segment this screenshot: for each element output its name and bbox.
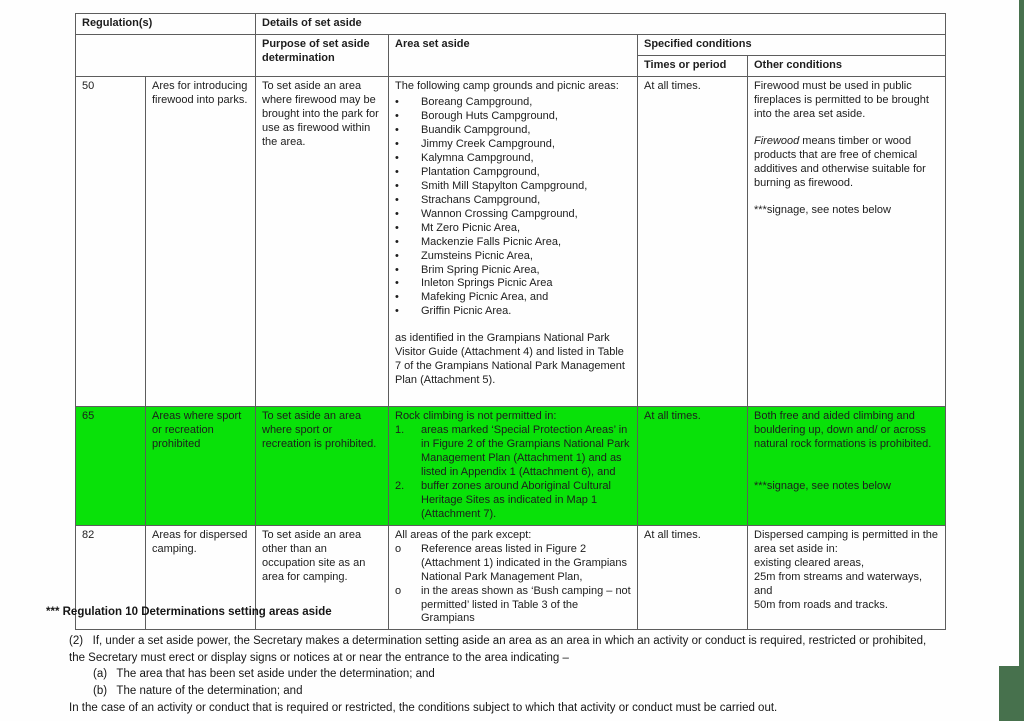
column-header-details-of-set-aside: Details of set aside xyxy=(254,13,947,35)
list-item: • Borough Huts Campground, xyxy=(395,109,558,122)
bullet-marker: • xyxy=(395,95,399,108)
area-footer: as identified in the Grampians National … xyxy=(395,332,625,387)
condition-line: Dispersed camping is permitted in the ar… xyxy=(754,528,939,555)
column-header-times-or-period: Times or period xyxy=(637,54,748,77)
area-intro: The following camp grounds and picnic ar… xyxy=(395,79,619,92)
notes-paragraph-2: (2) If, under a set aside power, the Sec… xyxy=(69,634,927,664)
bullet-marker: • xyxy=(395,137,399,150)
list-item: • Brim Spring Picnic Area, xyxy=(395,263,540,276)
area-set-aside-cell: The following camp grounds and picnic ar… xyxy=(388,75,638,407)
bullet-marker: • xyxy=(395,221,399,234)
condition-paragraph: Firewood means timber or wood products t… xyxy=(754,134,926,189)
header-row-1: Regulation(s) Details of set aside xyxy=(75,13,947,35)
list-item: • Mackenzie Falls Picnic Area, xyxy=(395,235,561,248)
regulation-description: Ares for introducing firewood into parks… xyxy=(145,75,256,407)
condition-line: existing cleared areas, xyxy=(754,556,865,569)
regulation-number: 65 xyxy=(75,405,146,526)
list-item: • Plantation Campground, xyxy=(395,165,540,178)
condition-paragraph: Both free and aided climbing and boulder… xyxy=(754,409,932,450)
column-header-specified-conditions: Specified conditions xyxy=(636,33,947,56)
scan-corner-block xyxy=(999,666,1024,721)
other-conditions-cell: Dispersed camping is permitted in the ar… xyxy=(746,524,947,631)
bullet-marker: • xyxy=(395,263,399,276)
list-item: • Mt Zero Picnic Area, xyxy=(395,221,521,234)
set-aside-determinations-table: Regulation(s) Details of set aside Purpo… xyxy=(75,13,947,631)
other-conditions-cell: Both free and aided climbing and boulder… xyxy=(746,405,947,526)
signage-note: ***signage, see notes below xyxy=(754,479,891,492)
bullet-marker: • xyxy=(395,165,399,178)
regulation-row-82: 82 Areas for dispersed camping. To set a… xyxy=(75,524,947,631)
header-spacer-cell xyxy=(75,33,256,77)
list-item: • Mafeking Picnic Area, and xyxy=(395,291,549,304)
bullet-marker: • xyxy=(395,179,399,192)
regulation-number: 82 xyxy=(75,524,146,631)
bullet-marker: • xyxy=(395,123,399,136)
bullet-marker: • xyxy=(395,277,399,290)
bullet-marker: • xyxy=(395,109,399,122)
scan-edge-strip xyxy=(1019,0,1024,721)
list-item: 2. buffer zones around Aboriginal Cultura… xyxy=(395,479,611,520)
notes-item-b: (b) The nature of the determination; and xyxy=(93,685,303,698)
list-item: • Inleton Springs Picnic Area xyxy=(395,277,553,290)
condition-line: 25m from streams and waterways, and xyxy=(754,570,923,597)
regulation-row-50: 50 Ares for introducing firewood into pa… xyxy=(75,75,947,407)
number-marker: 1. xyxy=(395,423,405,436)
list-item: • Strachans Campground, xyxy=(395,193,541,206)
condition-line: 50m from roads and tracks. xyxy=(754,598,888,611)
list-item: o in the areas shown as ‘Bush camping – n… xyxy=(395,584,631,625)
list-item: o Reference areas listed in Figure 2 (Att… xyxy=(395,542,628,583)
bullet-marker: • xyxy=(395,207,399,220)
signage-note: ***signage, see notes below xyxy=(754,203,891,216)
times-or-period-cell: At all times. xyxy=(637,524,748,631)
area-intro: Rock climbing is not permitted in: xyxy=(395,409,557,422)
regulation-row-65-highlighted: 65 Areas where sport or recreation prohi… xyxy=(75,405,947,526)
list-item: • Boreang Campground, xyxy=(395,95,533,108)
area-set-aside-cell: All areas of the park except: o Reference… xyxy=(388,524,638,631)
condition-paragraph: Firewood must be used in public fireplac… xyxy=(754,79,929,120)
purpose-cell: To set aside an area where firewood may … xyxy=(255,75,389,407)
column-header-purpose: Purpose of set aside determination xyxy=(255,33,389,77)
other-conditions-cell: Firewood must be used in public fireplac… xyxy=(746,75,947,407)
area-set-aside-cell: Rock climbing is not permitted in: 1. are… xyxy=(388,405,638,526)
bullet-marker: • xyxy=(395,291,399,304)
bullet-marker: • xyxy=(395,235,399,248)
header-row-2: Purpose of set aside determination Area … xyxy=(75,33,947,77)
purpose-cell: To set aside an area other than an occup… xyxy=(255,524,389,631)
times-or-period-cell: At all times. xyxy=(637,405,748,526)
area-intro: All areas of the park except: xyxy=(395,528,532,541)
circle-marker: o xyxy=(395,542,402,555)
bullet-marker: • xyxy=(395,193,399,206)
list-item: 1. areas marked ‘Special Protection Areas… xyxy=(395,423,630,478)
list-item: • Buandik Campground, xyxy=(395,123,531,136)
bullet-marker: • xyxy=(395,249,399,262)
purpose-cell: To set aside an area where sport or recr… xyxy=(255,405,389,526)
list-item: • Griffin Picnic Area. xyxy=(395,305,512,318)
bullet-marker: • xyxy=(395,305,399,318)
bullet-marker: • xyxy=(395,151,399,164)
notes-item-a: (a) The area that has been set aside und… xyxy=(93,668,435,681)
notes-closing: In the case of an activity or conduct th… xyxy=(69,701,778,714)
column-header-area-set-aside: Area set aside xyxy=(388,33,638,77)
list-item: • Zumsteins Picnic Area, xyxy=(395,249,533,262)
column-header-other-conditions: Other conditions xyxy=(746,54,947,77)
circle-marker: o xyxy=(395,584,402,597)
regulation-description: Areas where sport or recreation prohibit… xyxy=(145,405,256,526)
times-or-period-cell: At all times. xyxy=(637,75,748,407)
list-item: • Kalymna Campground, xyxy=(395,151,534,164)
regulation-number: 50 xyxy=(75,75,146,407)
list-item: • Smith Mill Stapylton Campground, xyxy=(395,179,588,192)
notes-heading: *** Regulation 10 Determinations setting… xyxy=(46,606,332,618)
regulation-description: Areas for dispersed camping. xyxy=(145,524,256,631)
number-marker: 2. xyxy=(395,479,405,492)
regulation-10-notes: *** Regulation 10 Determinations setting… xyxy=(46,604,951,717)
column-header-regulations: Regulation(s) xyxy=(75,13,256,35)
list-item: • Jimmy Creek Campground, xyxy=(395,137,555,150)
list-item: • Wannon Crossing Campground, xyxy=(395,207,578,220)
